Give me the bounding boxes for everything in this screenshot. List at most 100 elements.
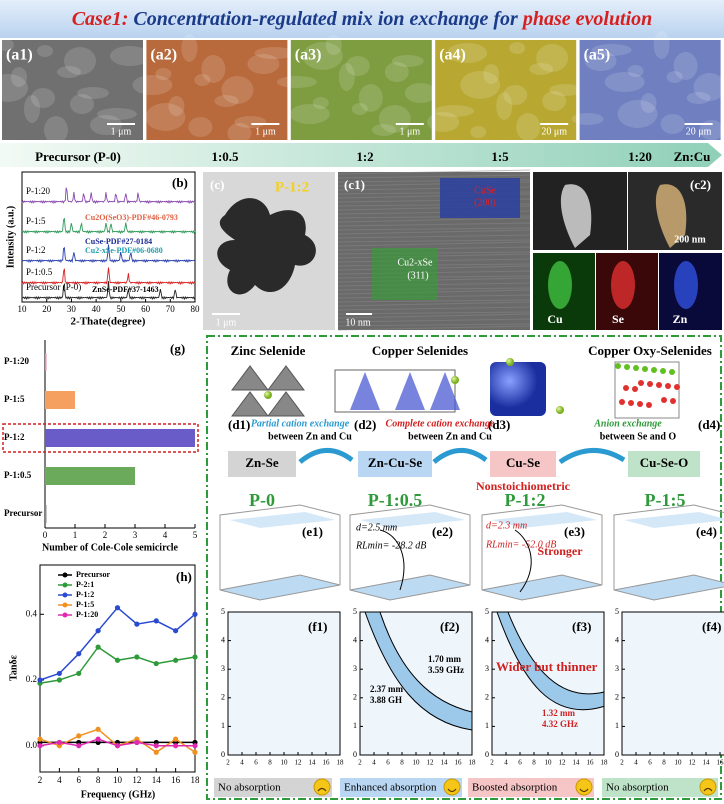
x-tick-label: 12 bbox=[689, 759, 697, 767]
decoration bbox=[0, 143, 722, 167]
decoration bbox=[298, 448, 354, 464]
x-tick-label: 12 bbox=[559, 759, 567, 767]
structure-name: Zinc Selenide bbox=[231, 343, 306, 358]
x-tick-label: 16 bbox=[323, 759, 331, 767]
x-tick-label: 70 bbox=[166, 304, 176, 314]
y-tick-label: 2 bbox=[353, 693, 357, 702]
decoration bbox=[0, 0, 724, 38]
panel-label: (h) bbox=[176, 569, 192, 584]
decoration bbox=[0, 74, 28, 102]
y-tick-label: 5 bbox=[221, 607, 225, 616]
decoration bbox=[289, 104, 330, 124]
decoration bbox=[57, 66, 81, 78]
y-tick-label: 4 bbox=[221, 635, 225, 644]
lattice-label: Cu2-xSe bbox=[398, 257, 434, 268]
annotation: Wider but thinner bbox=[496, 659, 598, 674]
bar bbox=[45, 429, 195, 447]
data-point bbox=[95, 726, 101, 732]
structure-name: Copper Selenides bbox=[372, 343, 468, 358]
y-tick-label: 3 bbox=[353, 664, 357, 673]
x-tick-label: 2 bbox=[620, 759, 624, 767]
y-tick-label: 0.4 bbox=[26, 608, 38, 618]
panel-label: (f4) bbox=[702, 619, 722, 634]
xrd-sample-label: P-1:20 bbox=[26, 186, 51, 196]
x-tick-label: 14 bbox=[573, 759, 581, 767]
header-main: Concentration-regulated mix ion exchange… bbox=[128, 8, 522, 30]
x-tick-label: 16 bbox=[171, 775, 181, 785]
structure-name: Copper Oxy-Selenides bbox=[588, 343, 712, 358]
decoration bbox=[619, 399, 625, 405]
decoration bbox=[503, 85, 528, 105]
y-tick-label: 2 bbox=[615, 693, 619, 702]
decoration bbox=[661, 397, 667, 403]
decoration bbox=[529, 63, 554, 75]
data-point bbox=[76, 733, 82, 739]
element-label: Cu bbox=[547, 312, 563, 326]
panel-label: (e3) bbox=[564, 524, 585, 539]
legend-label: P-1:5 bbox=[76, 600, 94, 609]
decoration bbox=[430, 372, 460, 410]
decoration bbox=[638, 380, 644, 386]
y-tick-label: 5 bbox=[615, 607, 619, 616]
decoration bbox=[337, 323, 531, 327]
decoration bbox=[349, 574, 471, 601]
x-tick-label: 10 bbox=[113, 775, 123, 785]
x-tick-label: 18 bbox=[601, 759, 609, 767]
y-tick-label: 0.2 bbox=[26, 674, 37, 684]
decoration bbox=[337, 174, 531, 179]
decoration bbox=[378, 105, 411, 133]
exchange-title: Anion exchange bbox=[593, 418, 662, 429]
y-tick-label: 1 bbox=[615, 721, 619, 730]
x-tick-label: 2 bbox=[490, 759, 494, 767]
data-point bbox=[37, 677, 43, 683]
y-tick-label: 0.0 bbox=[26, 740, 38, 750]
decoration bbox=[337, 306, 531, 311]
decoration bbox=[391, 55, 424, 67]
data-point bbox=[37, 736, 43, 742]
data-point bbox=[76, 743, 82, 749]
x-tick-label: 6 bbox=[518, 759, 522, 767]
decoration bbox=[360, 512, 465, 528]
decoration bbox=[21, 267, 196, 286]
decoration bbox=[337, 222, 531, 227]
decoration bbox=[24, 95, 40, 123]
decoration bbox=[276, 76, 317, 88]
panel-label: (c2) bbox=[690, 177, 711, 192]
xrd-reference: ZnSe-PDF#37-1463 bbox=[92, 285, 159, 294]
data-point bbox=[153, 618, 159, 624]
decoration bbox=[575, 778, 593, 796]
annotation: Stronger bbox=[537, 544, 583, 558]
panel-label: (a2) bbox=[150, 47, 177, 64]
decoration bbox=[168, 96, 185, 116]
scale-bar-label: 1 μm bbox=[399, 126, 420, 137]
decoration bbox=[579, 788, 589, 793]
decoration bbox=[656, 382, 662, 388]
x-tick-label: 14 bbox=[441, 759, 449, 767]
panel-label: (e1) bbox=[302, 524, 323, 539]
legend-marker bbox=[62, 582, 68, 588]
legend-label: Precursor bbox=[76, 570, 111, 579]
phase-name: Cu-Se-O bbox=[640, 455, 688, 470]
decoration bbox=[481, 504, 603, 590]
decoration bbox=[514, 529, 532, 593]
decoration bbox=[447, 788, 457, 793]
y-tick-label: 5 bbox=[485, 607, 489, 616]
x-tick-label: 30 bbox=[67, 304, 77, 314]
decoration bbox=[496, 611, 605, 711]
x-tick-label: 20 bbox=[42, 304, 52, 314]
lattice-label: (311) bbox=[407, 270, 428, 281]
scale-bar-label: 1 μm bbox=[216, 317, 237, 328]
panel-label: (f2) bbox=[440, 619, 460, 634]
xrd-reference: Cu2-xSe-PDF#06-0680 bbox=[85, 246, 163, 255]
decoration bbox=[447, 43, 488, 63]
decoration bbox=[337, 169, 531, 175]
decoration bbox=[21, 244, 196, 264]
phase-note: Nonstoichiometric bbox=[476, 479, 571, 493]
annotation: 1.70 mm bbox=[428, 654, 461, 664]
data-point bbox=[114, 657, 121, 663]
panel-label: (d1) bbox=[228, 417, 250, 432]
decoration bbox=[110, 46, 150, 66]
decoration bbox=[351, 103, 368, 115]
decoration bbox=[483, 64, 500, 84]
y-tick-label: 1 bbox=[353, 721, 357, 730]
